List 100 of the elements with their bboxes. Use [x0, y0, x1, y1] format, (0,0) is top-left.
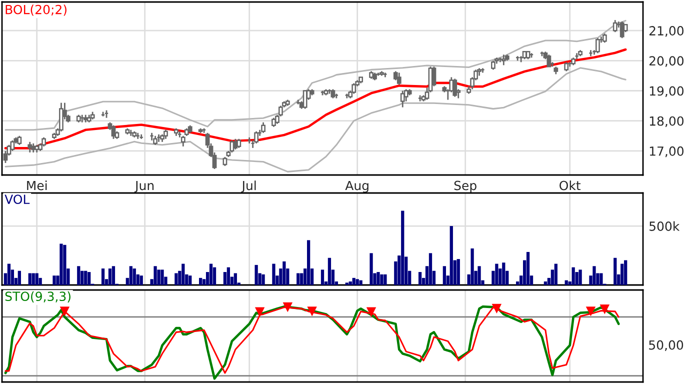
bar — [544, 281, 548, 285]
candlestick — [612, 19, 618, 33]
y-tick-label: 500k — [650, 221, 680, 231]
y-tick-label: 18,00 — [650, 116, 684, 128]
line-series — [4, 48, 627, 150]
candlestick — [164, 129, 168, 140]
bar — [7, 264, 11, 285]
candlestick — [28, 141, 32, 154]
bar — [564, 280, 568, 285]
candlestick — [452, 78, 458, 98]
bar — [18, 270, 21, 285]
bar — [554, 264, 558, 285]
bar — [380, 274, 384, 285]
candlestick — [501, 54, 506, 66]
candlestick — [261, 122, 266, 134]
bar — [600, 273, 603, 285]
bar — [356, 279, 359, 285]
candlestick — [352, 82, 356, 94]
candlestick — [564, 61, 569, 72]
candlestick — [222, 156, 228, 167]
bar — [478, 266, 481, 285]
bar — [450, 226, 453, 285]
bar — [157, 270, 160, 285]
bar — [262, 274, 265, 285]
x-tick-label: Aug — [345, 180, 368, 193]
bar — [209, 264, 213, 285]
bar — [60, 244, 63, 285]
bar — [77, 266, 80, 285]
bar — [226, 267, 230, 285]
bar — [212, 267, 216, 285]
candlestick — [153, 135, 158, 146]
bar — [526, 252, 530, 285]
candlestick — [254, 130, 258, 144]
bar — [456, 259, 460, 285]
candlestick — [272, 117, 276, 128]
bar — [359, 280, 362, 285]
bar — [470, 248, 474, 285]
bar — [328, 258, 332, 285]
bar — [101, 268, 105, 285]
bar — [199, 278, 202, 285]
candlestick — [396, 72, 402, 86]
bar — [88, 272, 91, 285]
bar — [307, 240, 310, 285]
bar — [129, 266, 132, 285]
line-series — [4, 67, 626, 172]
bar — [296, 273, 300, 285]
bar — [592, 266, 596, 285]
candlestick — [393, 70, 398, 81]
bar — [624, 260, 628, 285]
bar — [84, 270, 88, 285]
bar — [614, 258, 617, 285]
x-tick-label: Mei — [27, 180, 47, 190]
candlestick — [400, 90, 405, 108]
candlestick — [546, 54, 552, 68]
bar — [384, 274, 387, 285]
x-tick-label: Jun — [134, 180, 154, 193]
candlestick — [42, 136, 46, 148]
bar — [272, 264, 276, 285]
bar — [52, 276, 56, 285]
bar — [140, 276, 143, 285]
bar — [320, 270, 324, 285]
candlestick — [596, 37, 600, 54]
bar — [32, 273, 35, 285]
candlestick — [236, 138, 242, 149]
candlestick — [330, 88, 336, 99]
bar — [254, 264, 258, 285]
candlestick — [602, 32, 607, 44]
x-tick-label: Okt — [560, 180, 581, 190]
y-tick-label: 21,00 — [649, 26, 684, 37]
bar — [160, 270, 164, 285]
bar — [282, 261, 286, 285]
bar — [112, 266, 116, 285]
candlestick — [491, 60, 496, 70]
bar — [370, 253, 373, 285]
bar — [63, 244, 66, 285]
bar — [572, 267, 575, 285]
bar — [352, 278, 356, 285]
bar — [154, 266, 157, 285]
bar — [174, 273, 178, 285]
candlestick — [302, 90, 308, 110]
chart-title: VOL — [4, 194, 30, 204]
text: 50,00 — [649, 340, 684, 352]
candlestick — [620, 20, 624, 39]
x-tick-label: Sep — [454, 180, 476, 193]
bar — [108, 268, 112, 285]
bar — [442, 266, 446, 285]
y-tick-label: 20,00 — [649, 56, 684, 67]
candlestick — [59, 102, 64, 132]
bar — [132, 268, 136, 285]
bar — [502, 262, 506, 285]
bar — [376, 272, 380, 285]
bar — [28, 273, 32, 285]
candlestick — [111, 124, 116, 140]
chart-title: STO(9,3,3) — [5, 291, 70, 303]
chart-title: BOL(20;2) — [6, 4, 66, 16]
bar — [578, 270, 582, 285]
candlestick — [17, 135, 22, 146]
bar — [188, 276, 192, 285]
bar — [428, 253, 432, 285]
bar — [418, 272, 422, 285]
